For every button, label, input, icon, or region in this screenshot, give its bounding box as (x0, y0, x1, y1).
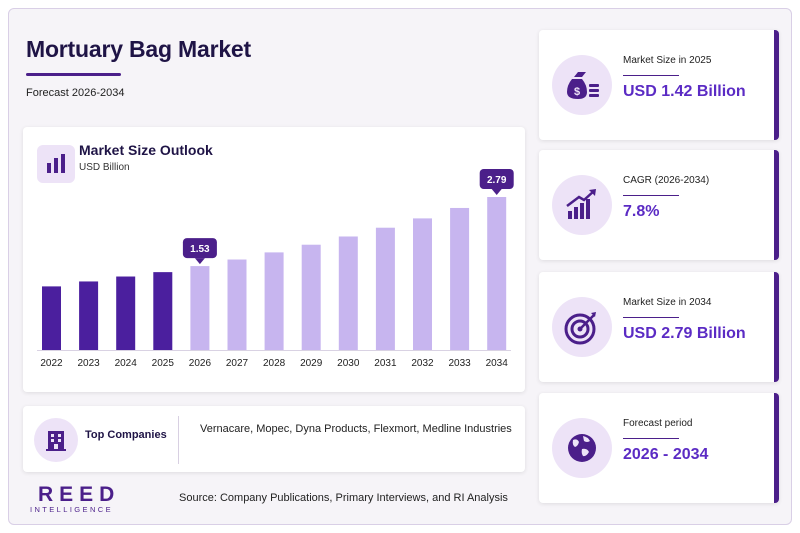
brand-logo-subtitle: INTELLIGENCE (30, 505, 113, 514)
stat-divider (623, 317, 679, 318)
bar-2025 (153, 272, 173, 350)
money-bag-icon: $ (552, 55, 612, 115)
bar-2033 (450, 207, 470, 350)
target-icon (552, 297, 612, 357)
x-tick-label: 2031 (374, 358, 397, 369)
page-title: Mortuary Bag Market (26, 36, 251, 62)
title-underline (26, 73, 121, 76)
callout-pointer (491, 189, 502, 195)
stat-card-market-size-2025: $ Market Size in 2025 USD 1.42 Billion (539, 30, 779, 140)
x-tick-label: 2030 (337, 358, 360, 369)
stat-value: USD 1.42 Billion (623, 83, 746, 100)
stat-value: 7.8% (623, 203, 660, 220)
x-tick-label: 2034 (486, 358, 509, 369)
bar-2026 (190, 266, 210, 350)
page-subtitle: Forecast 2026-2034 (26, 87, 125, 99)
bar-2031 (375, 227, 395, 350)
x-tick-label: 2022 (40, 358, 63, 369)
divider (178, 416, 179, 464)
bar-2034 (487, 197, 507, 350)
chart-title: Market Size Outlook (79, 142, 213, 158)
stat-divider (623, 75, 679, 76)
bar-2032 (413, 218, 432, 350)
data-label: 1.53 (190, 244, 210, 255)
x-tick-label: 2029 (300, 358, 323, 369)
x-tick-label: 2032 (411, 358, 434, 369)
x-tick-label: 2027 (226, 358, 249, 369)
stat-divider (623, 438, 679, 439)
top-companies-card: Top Companies Vernacare, Mopec, Dyna Pro… (23, 406, 525, 472)
bar-2023 (79, 281, 99, 350)
x-tick-label: 2025 (152, 358, 175, 369)
callout-badge (479, 169, 514, 189)
data-label: 2.79 (487, 175, 507, 186)
stat-card-forecast-period: Forecast period 2026 - 2034 (539, 393, 779, 503)
stat-card-cagr: CAGR (2026-2034) 7.8% (539, 150, 779, 260)
top-companies-label: Top Companies (85, 429, 167, 441)
bar-2024 (116, 276, 136, 350)
top-companies-list: Vernacare, Mopec, Dyna Products, Flexmor… (200, 423, 512, 435)
brand-logo: REED (38, 483, 121, 506)
x-tick-label: 2026 (189, 358, 212, 369)
stat-label: Market Size in 2034 (623, 297, 712, 308)
bar-chart-icon (37, 145, 75, 183)
bar-2030 (338, 236, 358, 350)
x-tick-label: 2028 (263, 358, 286, 369)
chart-card: Market Size Outlook USD Billion 2022 2023… (23, 127, 525, 392)
bar-2022 (42, 286, 61, 350)
chart-unit-label: USD Billion (79, 162, 130, 173)
source-note: Source: Company Publications, Primary In… (179, 492, 508, 504)
stat-label: CAGR (2026-2034) (623, 175, 710, 186)
x-tick-label: 2033 (448, 358, 471, 369)
stat-label: Market Size in 2025 (623, 55, 712, 66)
bar-chart: 2022 2023 2024 2025 2026 1.53 2027 2028 2029 2030… (37, 169, 514, 369)
x-tick-label: 2023 (77, 358, 100, 369)
bar-2029 (301, 244, 321, 350)
growth-chart-icon (552, 175, 612, 235)
bar-2028 (264, 252, 284, 350)
globe-icon (552, 418, 612, 478)
stat-divider (623, 195, 679, 196)
stat-value: USD 2.79 Billion (623, 325, 746, 342)
x-tick-label: 2024 (115, 358, 138, 369)
svg-text:$: $ (574, 86, 580, 98)
stat-value: 2026 - 2034 (623, 446, 709, 463)
building-icon (34, 418, 78, 462)
callout-pointer (194, 258, 205, 265)
stat-label: Forecast period (623, 418, 693, 429)
callout-badge (182, 238, 217, 259)
bar-2027 (227, 259, 247, 350)
stat-card-market-size-2034: Market Size in 2034 USD 2.79 Billion (539, 272, 779, 382)
